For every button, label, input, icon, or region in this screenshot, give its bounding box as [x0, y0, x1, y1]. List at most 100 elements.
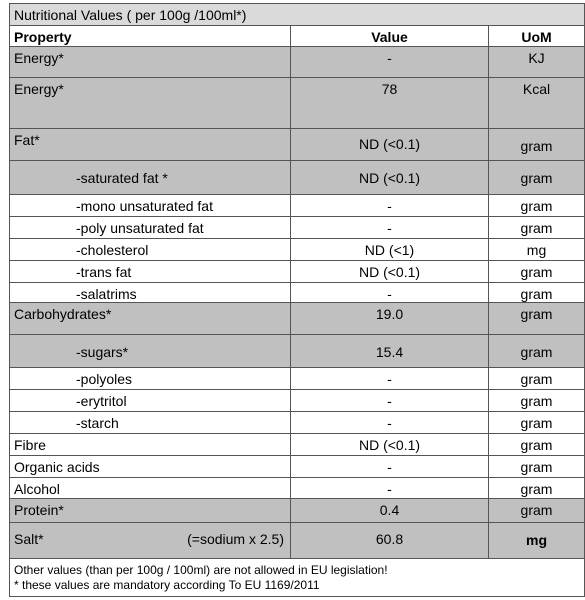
data-row: Energy* - KJ [9, 46, 585, 78]
data-row: (=sodium x 2.5) Salt* 60.8 mg [9, 522, 585, 559]
footer-line: Other values (than per 100g / 100ml) are… [14, 563, 388, 577]
data-row: -poly unsaturated fat - gram [9, 216, 585, 239]
data-row: -trans fat ND (<0.1) gram [9, 260, 585, 283]
value-cell: 19.0 [290, 302, 489, 335]
property-cell: -erytritol [9, 389, 291, 412]
uom-cell: gram [487, 302, 585, 335]
data-row: Organic acids - gram [9, 455, 585, 478]
uom-cell: gram [487, 128, 585, 161]
value-cell: - [290, 455, 489, 478]
property-label: -cholesterol [76, 242, 149, 258]
footer-line: * these values are mandatory according T… [14, 578, 320, 592]
property-label: Fibre [14, 437, 46, 453]
property-label: Alcohol [14, 481, 60, 497]
data-row: Protein* 0.4 gram [9, 498, 585, 523]
value-cell: 60.8 [290, 522, 489, 559]
uom-cell: gram [487, 433, 585, 456]
value-cell: - [290, 216, 489, 239]
property-cell: Energy* [9, 46, 291, 78]
nutrition-table-wrap: Nutritional Values ( per 100g /100ml*) P… [8, 3, 585, 597]
property-label: Fat* [14, 132, 40, 148]
footer-row: Other values (than per 100g / 100ml) are… [8, 558, 585, 597]
data-row: Energy* 78 Kcal [9, 77, 585, 129]
property-cell: Organic acids [9, 455, 291, 478]
uom-cell: gram [487, 498, 585, 523]
data-row: Fat* ND (<0.1) gram [9, 128, 585, 161]
property-label: -starch [76, 415, 119, 431]
property-cell: Energy* [9, 77, 291, 129]
uom-cell: gram [487, 411, 585, 434]
property-cell: Carbohydrates* [9, 302, 291, 335]
property-cell: -cholesterol [9, 238, 291, 261]
property-label: -mono unsaturated fat [76, 198, 213, 214]
property-label: -salatrims [76, 286, 137, 302]
property-cell: -starch [9, 411, 291, 434]
property-cell: -mono unsaturated fat [9, 194, 291, 217]
property-label: -polyoles [76, 371, 133, 387]
value-cell: 0.4 [290, 498, 489, 523]
property-cell: Protein* [9, 498, 291, 523]
property-cell: (=sodium x 2.5) Salt* [9, 522, 291, 559]
uom-cell: KJ [487, 46, 585, 78]
data-row: -starch - gram [9, 411, 585, 434]
data-row: -saturated fat * ND (<0.1) gram [9, 160, 585, 195]
header-cell: Value [290, 25, 489, 47]
uom-cell: mg [487, 522, 585, 559]
uom-cell: gram [487, 160, 585, 195]
property-cell: Fibre [9, 433, 291, 456]
uom-cell: gram [487, 216, 585, 239]
property-label: Energy* [14, 50, 64, 66]
uom-cell: gram [487, 282, 585, 303]
data-row: Fibre ND (<0.1) gram [9, 433, 585, 456]
property-cell: -trans fat [9, 260, 291, 283]
value-cell: - [290, 367, 489, 390]
footer-cell: Other values (than per 100g / 100ml) are… [8, 558, 585, 597]
data-row: -cholesterol ND (<1) mg [9, 238, 585, 261]
title-row: Nutritional Values ( per 100g /100ml*) [8, 3, 585, 26]
data-row: Carbohydrates* 19.0 gram [9, 302, 585, 335]
data-row: -salatrims - gram [9, 282, 585, 303]
property-label: Energy* [14, 81, 64, 97]
property-label: -poly unsaturated fat [76, 220, 204, 236]
value-cell: - [290, 282, 489, 303]
value-cell: - [290, 389, 489, 412]
property-cell: -poly unsaturated fat [9, 216, 291, 239]
property-cell: -polyoles [9, 367, 291, 390]
property-label: Salt* [14, 531, 44, 547]
property-cell: Alcohol [9, 477, 291, 499]
property-label: -saturated fat * [76, 170, 168, 186]
table-title: Nutritional Values ( per 100g /100ml*) [8, 3, 585, 26]
property-label: Protein* [14, 502, 64, 518]
uom-cell: gram [487, 477, 585, 499]
uom-cell: mg [487, 238, 585, 261]
value-cell: ND (<0.1) [290, 433, 489, 456]
value-cell: 78 [290, 77, 489, 129]
uom-cell: Kcal [487, 77, 585, 129]
header-row: Property Value UoM [9, 25, 585, 47]
uom-cell: gram [487, 260, 585, 283]
header-cell: Property [9, 25, 291, 47]
property-label: Organic acids [14, 459, 100, 475]
data-row: Alcohol - gram [9, 477, 585, 499]
value-cell: ND (<0.1) [290, 128, 489, 161]
data-row: -erytritol - gram [9, 389, 585, 412]
nutrition-table: Nutritional Values ( per 100g /100ml*) P… [8, 3, 585, 597]
data-row: -mono unsaturated fat - gram [9, 194, 585, 217]
uom-cell: gram [487, 194, 585, 217]
data-row: -polyoles - gram [9, 367, 585, 390]
value-cell: ND (<1) [290, 238, 489, 261]
property-label: -sugars* [76, 344, 129, 360]
property-cell: -salatrims [9, 282, 291, 303]
property-label: -erytritol [76, 393, 127, 409]
value-cell: - [290, 477, 489, 499]
uom-cell: gram [487, 455, 585, 478]
header-cell: UoM [487, 25, 585, 47]
uom-cell: gram [487, 367, 585, 390]
uom-cell: gram [487, 334, 585, 368]
value-cell: - [290, 46, 489, 78]
value-cell: ND (<0.1) [290, 260, 489, 283]
value-cell: - [290, 411, 489, 434]
property-cell: Fat* [9, 128, 291, 161]
property-cell: -saturated fat * [9, 160, 291, 195]
